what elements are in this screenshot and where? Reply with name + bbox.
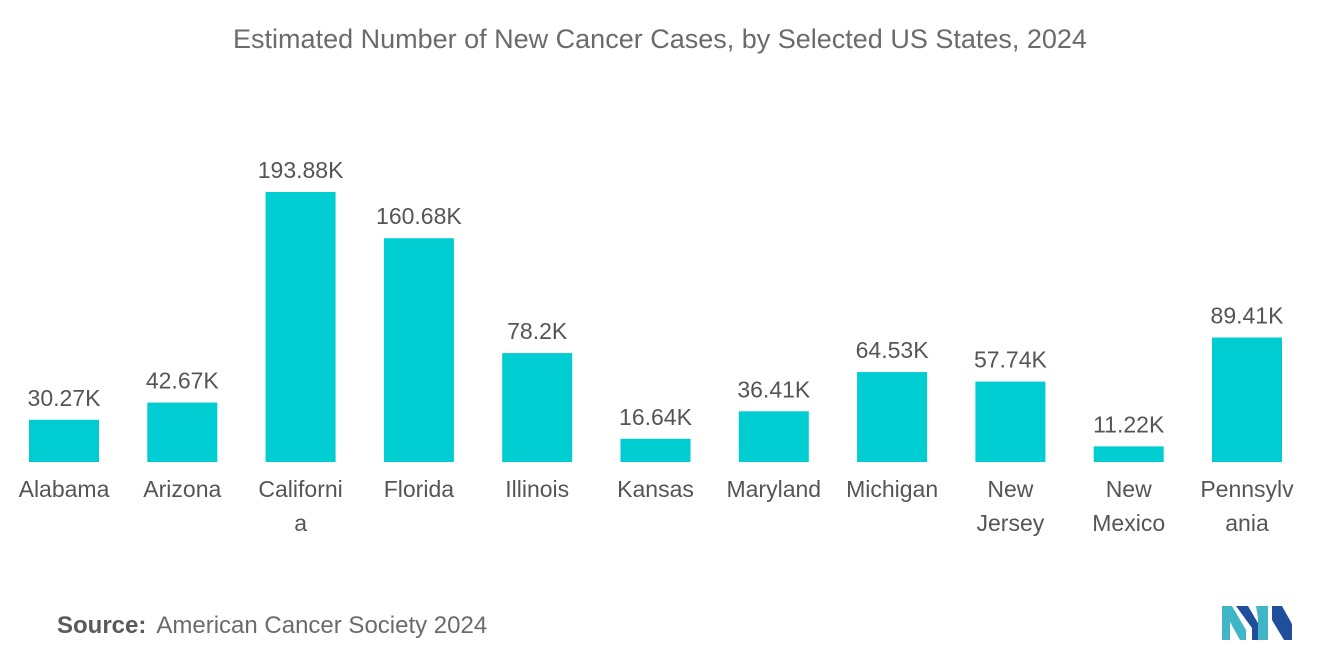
bar-value-label-10: 89.41K <box>1211 303 1285 329</box>
source-text: American Cancer Society 2024 <box>156 612 488 639</box>
bar-6 <box>738 411 809 462</box>
category-label-line: a <box>294 510 307 536</box>
bar-5 <box>620 438 691 462</box>
category-label-line: New <box>987 476 1033 502</box>
bar-10 <box>1212 337 1282 462</box>
bar-value-label-1: 42.67K <box>146 368 220 394</box>
bar-8 <box>975 381 1046 462</box>
category-label-1: Arizona <box>143 476 221 502</box>
bar-4 <box>502 353 573 462</box>
bar-value-label-4: 78.2K <box>507 318 568 344</box>
bar-value-label-2: 193.88K <box>258 157 344 183</box>
category-label-line: Kansas <box>617 476 694 502</box>
category-label-line: Mexico <box>1092 510 1165 536</box>
category-label-line: New <box>1106 476 1152 502</box>
category-label-9: New Mexico <box>1092 476 1165 536</box>
bar-value-label-8: 57.74K <box>974 347 1048 373</box>
category-label-line: Maryland <box>726 476 821 502</box>
category-label-line: Illinois <box>505 476 569 502</box>
bar-value-label-0: 30.27K <box>28 385 102 411</box>
bar-3 <box>383 238 454 462</box>
bar-value-label-7: 64.53K <box>856 337 930 363</box>
category-label-line: Jersey <box>977 510 1045 536</box>
category-label-3: Florida <box>384 476 455 502</box>
bar-2 <box>265 192 336 462</box>
bar-value-label-3: 160.68K <box>376 203 462 229</box>
category-label-0: Alabama <box>19 476 110 502</box>
category-label-line: Michigan <box>846 476 938 502</box>
category-label-5: Kansas <box>617 476 694 502</box>
bar-value-label-5: 16.64K <box>619 404 693 430</box>
category-label-line: ania <box>1225 510 1269 536</box>
bar-9 <box>1093 446 1164 462</box>
chart-title: Estimated Number of New Cancer Cases, by… <box>233 24 1087 54</box>
category-label-line: Californi <box>258 476 342 502</box>
source-note: Source: American Cancer Society 2024 <box>57 612 487 640</box>
bar-chart: 30.27K Alabama 42.67K Arizona 193.88K Califor… <box>19 157 1295 536</box>
category-label-line: Pennsylv <box>1200 476 1294 502</box>
category-label-2: Californi a <box>258 476 342 536</box>
bar-7 <box>857 372 928 462</box>
bar-0 <box>29 419 99 462</box>
category-label-6: Maryland <box>726 476 821 502</box>
bar-1 <box>147 402 218 462</box>
category-label-line: Alabama <box>19 476 110 502</box>
source-label: Source: <box>57 612 147 639</box>
mordor-intelligence-logo-icon <box>1222 606 1292 640</box>
category-label-4: Illinois <box>505 476 569 502</box>
bar-value-label-9: 11.22K <box>1093 411 1165 437</box>
category-label-7: Michigan <box>846 476 938 502</box>
category-label-8: New Jersey <box>977 476 1045 536</box>
bar-value-label-6: 36.41K <box>737 376 811 402</box>
category-label-line: Florida <box>384 476 455 502</box>
category-label-line: Arizona <box>143 476 221 502</box>
category-label-10: Pennsylv ania <box>1200 476 1294 536</box>
